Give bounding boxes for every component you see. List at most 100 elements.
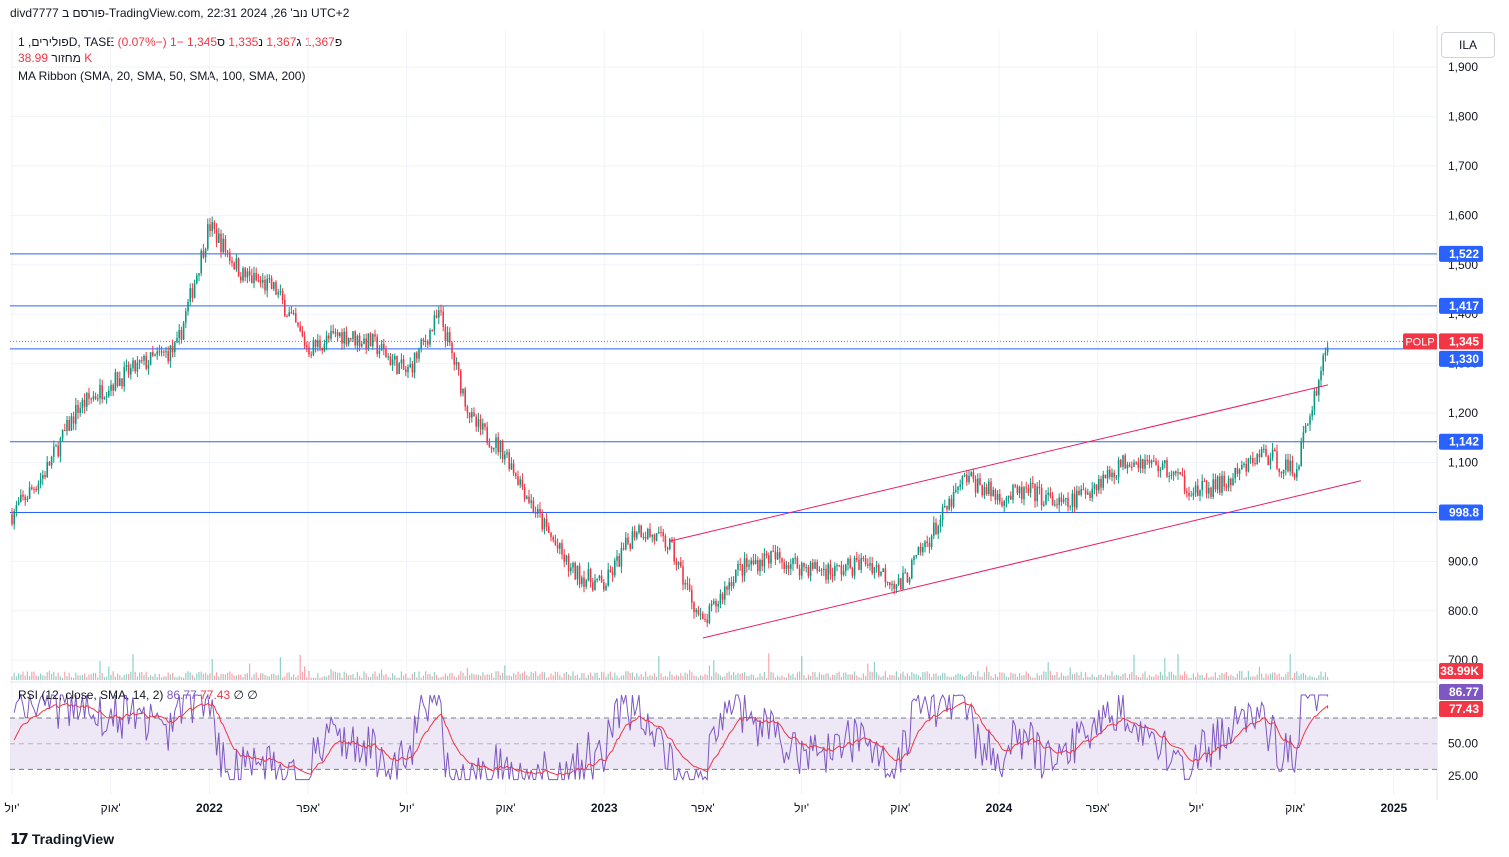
candle-body [508, 452, 510, 470]
candle-body [369, 333, 372, 347]
candle-body [1291, 460, 1294, 474]
volume-bar [66, 676, 68, 680]
candle-body [1190, 495, 1192, 497]
candle-body [761, 559, 763, 567]
volume-bar [233, 675, 235, 680]
candle-body [339, 332, 341, 336]
volume-bar [378, 673, 380, 680]
candle-body [352, 331, 354, 340]
volume-bar [680, 673, 682, 680]
candle-body [114, 372, 117, 391]
volume-bar [29, 676, 31, 680]
volume-bar [475, 674, 477, 680]
level-1522-badge-label: 1,522 [1449, 247, 1479, 261]
volume-bar [189, 672, 191, 680]
volume-bar [332, 671, 334, 680]
candle-body [812, 562, 814, 569]
volume-bar [598, 677, 600, 680]
candle-body [1179, 472, 1181, 475]
volume-bar [933, 673, 935, 680]
volume-bar [988, 672, 990, 680]
volume-bar [1041, 674, 1043, 680]
volume-bar [1173, 674, 1175, 680]
candle-body [930, 536, 933, 547]
candle-body [851, 568, 854, 576]
volume-bar [829, 677, 831, 680]
volume-bar [587, 674, 589, 680]
volume-bar [651, 675, 653, 680]
candle-body [506, 452, 508, 455]
volume-bar [55, 676, 57, 680]
high-label: ג [296, 35, 302, 49]
candle-body [842, 570, 845, 575]
candle-body [944, 506, 946, 508]
candle-body [1089, 492, 1091, 498]
candle-body [457, 362, 460, 371]
volume-bar [343, 671, 345, 680]
volume-bar [1102, 677, 1104, 680]
volume-bar [319, 677, 321, 680]
volume-bar [136, 676, 138, 680]
candle-body [919, 546, 922, 553]
candle-body [1267, 455, 1269, 466]
candle-body [867, 564, 869, 566]
candle-body [926, 541, 928, 544]
candle-body [1018, 486, 1021, 494]
candle-body [1135, 462, 1137, 464]
candle-body [1166, 460, 1168, 477]
volume-bar [590, 672, 592, 680]
candle-body [893, 583, 895, 590]
volume-bar [893, 675, 895, 680]
volume-bar [497, 671, 499, 680]
volume-bar [249, 663, 251, 680]
volume-bar [1049, 671, 1051, 680]
volume-bar [1234, 677, 1236, 680]
volume-bar [554, 671, 556, 680]
price-tick-label: 1,900 [1448, 60, 1478, 74]
volume-bar [715, 672, 717, 680]
candle-body [706, 619, 708, 623]
tradingview-footer[interactable]: 𝟭𝟳 TradingView [10, 830, 114, 848]
candle-body [365, 338, 367, 350]
volume-bar [1236, 673, 1238, 680]
volume-bar [407, 677, 409, 680]
candle-body [94, 396, 97, 399]
candle-body [561, 543, 563, 555]
candle-body [1124, 455, 1126, 469]
candle-body [1254, 463, 1256, 465]
candle-body [702, 613, 704, 619]
candle-body [545, 518, 548, 527]
volume-bar [827, 673, 829, 680]
candle-body [809, 562, 812, 576]
candle-body [539, 508, 541, 514]
rsi-current-badge-label: 86.77 [1449, 685, 1479, 699]
rsi-ma-line [13, 701, 1329, 776]
candle-body [603, 582, 605, 590]
candle-body [620, 548, 623, 567]
volume-bar [134, 671, 136, 680]
volume-bar [345, 673, 347, 680]
level-1417-badge-label: 1,417 [1449, 299, 1479, 313]
volume-bar [948, 676, 950, 680]
candle-body [818, 569, 821, 571]
volume-bar [1089, 677, 1091, 680]
volume-bar [312, 677, 314, 680]
volume-bar [108, 666, 110, 680]
volume-bar [741, 673, 743, 680]
volume-bar [488, 674, 490, 680]
candle-body [985, 486, 988, 494]
volume-bar [1267, 675, 1269, 680]
volume-bar [1056, 671, 1058, 680]
candle-body [651, 534, 653, 537]
volume-bar [1025, 671, 1027, 680]
volume-bar [541, 671, 543, 680]
candle-body [1313, 390, 1316, 411]
volume-bar [383, 675, 385, 680]
candle-body [776, 552, 779, 560]
volume-bar [334, 671, 336, 680]
candle-body [394, 356, 396, 360]
currency-button[interactable]: ILA [1441, 32, 1495, 58]
volume-bar [315, 677, 317, 680]
volume-bar [123, 674, 125, 680]
